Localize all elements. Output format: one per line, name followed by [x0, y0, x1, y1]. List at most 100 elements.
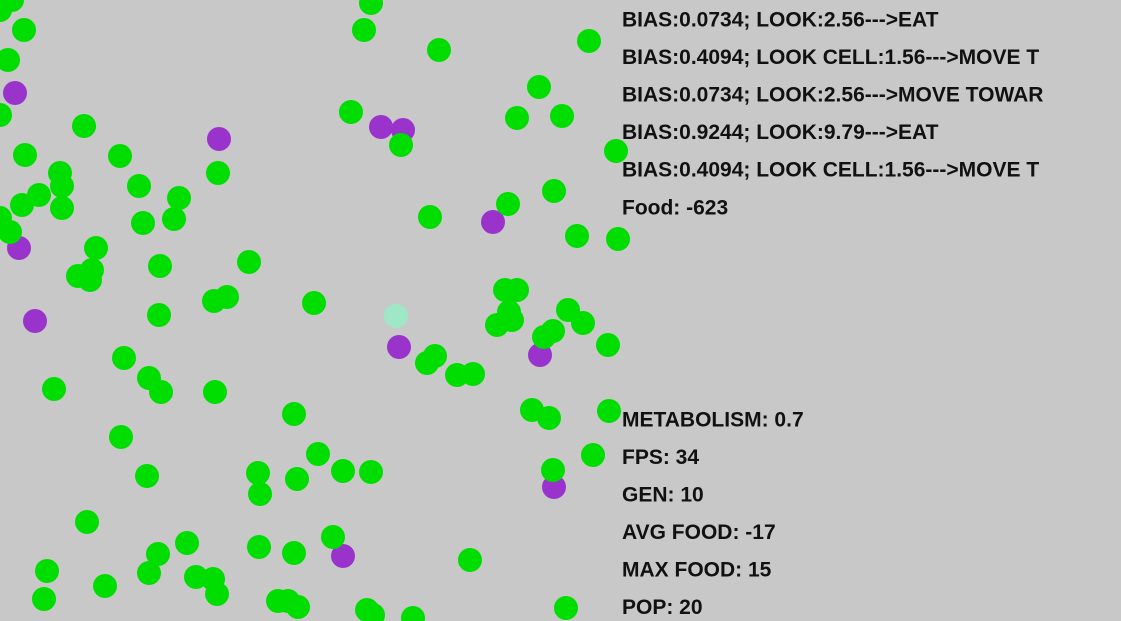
stat-line: POP: 20	[622, 596, 703, 619]
food-cell	[35, 559, 59, 583]
food-cell	[175, 531, 199, 555]
food-cell	[246, 461, 270, 485]
food-cell	[42, 377, 66, 401]
food-cell	[203, 380, 227, 404]
food-cell	[215, 285, 239, 309]
food-cell	[32, 587, 56, 611]
food-cell	[237, 250, 261, 274]
predator-cell	[369, 115, 393, 139]
predator-cell	[481, 210, 505, 234]
food-cell	[527, 75, 551, 99]
food-cell	[282, 541, 306, 565]
food-cell	[445, 363, 469, 387]
predator-cell	[331, 544, 355, 568]
food-cell	[565, 224, 589, 248]
food-cell	[137, 561, 161, 585]
food-cell	[167, 186, 191, 210]
food-cell	[401, 606, 425, 621]
stat-line: FPS: 34	[622, 446, 699, 469]
food-cell	[458, 548, 482, 572]
food-cell	[12, 18, 36, 42]
predator-cell	[387, 335, 411, 359]
food-cell	[50, 174, 74, 198]
food-cell	[248, 482, 272, 506]
food-cell	[596, 333, 620, 357]
action-log-line: BIAS:0.4094; LOOK CELL:1.56--->MOVE T	[622, 46, 1039, 69]
food-cell	[285, 467, 309, 491]
food-cell	[359, 460, 383, 484]
food-cell	[571, 311, 595, 335]
food-cell	[352, 18, 376, 42]
action-log-line: BIAS:0.0734; LOOK:2.56--->EAT	[622, 9, 939, 32]
food-cell	[606, 227, 630, 251]
action-log-line: BIAS:0.0734; LOOK:2.56--->MOVE TOWAR	[622, 84, 1043, 107]
food-cell	[247, 535, 271, 559]
food-cell	[149, 380, 173, 404]
food-cell	[604, 139, 628, 163]
food-cell	[331, 459, 355, 483]
food-cell	[423, 344, 447, 368]
food-cell	[127, 174, 151, 198]
food-cell	[359, 0, 383, 15]
food-cell	[206, 161, 230, 185]
food-cell	[577, 29, 601, 53]
food-cell	[321, 525, 345, 549]
food-cell	[148, 254, 172, 278]
food-cell	[282, 402, 306, 426]
food-cell	[13, 143, 37, 167]
stat-line: MAX FOOD: 15	[622, 559, 772, 582]
food-cell	[84, 236, 108, 260]
food-cell	[361, 603, 385, 621]
food-cell	[286, 595, 310, 619]
food-cell	[418, 205, 442, 229]
food-cell	[500, 308, 524, 332]
food-cell	[93, 574, 117, 598]
selected-cell	[384, 304, 408, 328]
food-cell	[550, 104, 574, 128]
food-cell	[505, 278, 529, 302]
food-cell	[541, 319, 565, 343]
action-log-line: BIAS:0.4094; LOOK CELL:1.56--->MOVE T	[622, 159, 1039, 182]
food-cell	[597, 399, 621, 423]
predator-cell	[3, 81, 27, 105]
food-cell	[131, 211, 155, 235]
food-cell	[146, 542, 170, 566]
food-cell	[109, 425, 133, 449]
stat-line: AVG FOOD: -17	[622, 521, 776, 544]
food-cell	[162, 207, 186, 231]
predator-cell	[528, 343, 552, 367]
food-cell	[339, 100, 363, 124]
food-cell	[581, 443, 605, 467]
food-cell	[135, 464, 159, 488]
stat-line: METABOLISM: 0.7	[622, 409, 804, 432]
food-cell	[50, 196, 74, 220]
predator-cell	[542, 475, 566, 499]
food-cell	[147, 303, 171, 327]
food-cell	[205, 582, 229, 606]
food-cell	[389, 133, 413, 157]
food-cell	[0, 220, 22, 244]
food-cell	[541, 458, 565, 482]
food-cell	[0, 48, 20, 72]
food-cell	[542, 179, 566, 203]
food-cell	[496, 192, 520, 216]
food-cell	[302, 291, 326, 315]
food-cell	[537, 406, 561, 430]
food-cell	[75, 510, 99, 534]
food-cell	[427, 38, 451, 62]
food-cell	[78, 268, 102, 292]
food-cell	[10, 193, 34, 217]
cells	[0, 0, 630, 621]
predator-cell	[23, 309, 47, 333]
food-cell	[108, 144, 132, 168]
predator-cell	[207, 127, 231, 151]
food-readout: Food: -623	[622, 197, 728, 220]
food-cell	[554, 596, 578, 620]
action-log-line: BIAS:0.9244; LOOK:9.79--->EAT	[622, 121, 939, 144]
food-cell	[72, 114, 96, 138]
food-cell	[112, 346, 136, 370]
stat-line: GEN: 10	[622, 484, 704, 507]
food-cell	[505, 106, 529, 130]
